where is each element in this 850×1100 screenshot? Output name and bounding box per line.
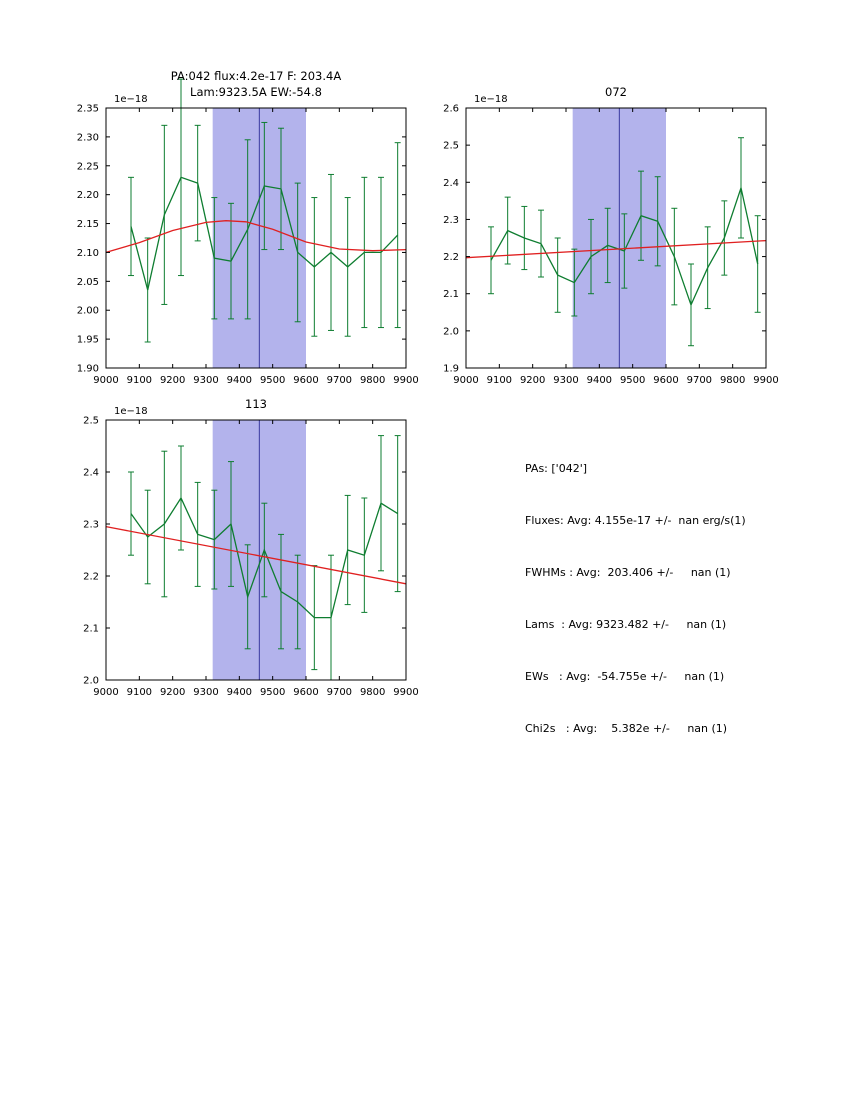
y-tick-label: 2.05 <box>77 277 99 288</box>
stats-line-chi2s: Chi2s : Avg: 5.382e +/- nan (1) <box>525 722 728 735</box>
x-tick-label: 9700 <box>327 375 352 386</box>
x-tick-label: 9900 <box>393 375 418 386</box>
y-tick-label: 2.15 <box>77 219 99 230</box>
chart-svg: 9000 9100 9200 9300 9400 9500 9600 9700 9800 9900… <box>443 85 779 386</box>
x-tick-label: 9700 <box>327 687 352 698</box>
x-tick-label: 9700 <box>687 375 712 386</box>
x-axis: 9000 9100 9200 9300 9400 9500 9600 9700 9800 9900 <box>93 108 419 386</box>
y-tick-label: 1.90 <box>77 364 99 375</box>
data-series-line <box>130 176 399 291</box>
chart-svg: 9000 9100 9200 9300 9400 9500 9600 9700 9800 9900… <box>83 397 419 698</box>
x-tick-label: 9400 <box>587 375 612 386</box>
x-tick-label: 9900 <box>393 687 418 698</box>
x-tick-label: 9300 <box>193 687 218 698</box>
x-tick-label: 9300 <box>193 375 218 386</box>
stats-line-ews: EWs : Avg: -54.755e +/- nan (1) <box>525 670 725 683</box>
chart-title: Lam:9323.5A EW:-54.8 <box>190 85 322 99</box>
x-tick-label: 9400 <box>227 687 252 698</box>
stats-line-lams: Lams : Avg: 9323.482 +/- nan (1) <box>525 618 727 631</box>
y-tick-label: 2.2 <box>443 252 459 263</box>
stats-line-pas: PAs: ['042'] <box>525 462 588 475</box>
x-tick-label: 9400 <box>227 375 252 386</box>
y-tick-label: 2.25 <box>77 161 99 172</box>
x-axis: 9000 9100 9200 9300 9400 9500 9600 9700 9800 9900 <box>93 420 419 698</box>
x-tick-label: 9500 <box>260 375 285 386</box>
x-tick-label: 9500 <box>260 687 285 698</box>
chart-title: PA:042 flux:4.2e-17 F: 203.4A <box>171 69 342 83</box>
y-tick-label: 2.5 <box>443 141 459 152</box>
y-axis: 1.90 1.95 2.00 2.05 2.10 2.15 2.20 2.25 2.30 2.35 <box>77 104 406 375</box>
y-tick-label: 2.1 <box>443 289 459 300</box>
x-tick-label: 9800 <box>720 375 745 386</box>
x-tick-label: 9800 <box>360 687 385 698</box>
chart-113: 9000 9100 9200 9300 9400 9500 9600 9700 9800 9900… <box>36 372 428 718</box>
x-tick-label: 9200 <box>160 375 185 386</box>
x-tick-label: 9100 <box>127 687 152 698</box>
y-tick-label: 2.3 <box>443 215 459 226</box>
y-axis: 1.9 2.0 2.1 2.2 2.3 2.4 2.5 2.6 <box>443 104 766 375</box>
y-tick-label: 2.0 <box>83 676 99 687</box>
chart-svg: 9000 9100 9200 9300 9400 9500 9600 9700 9800 9900… <box>77 69 419 386</box>
y-tick-label: 2.3 <box>83 520 99 531</box>
x-tick-label: 9900 <box>753 375 778 386</box>
stats-line-fluxes: Fluxes: Avg: 4.155e-17 +/- nan erg/s(1) <box>525 514 746 527</box>
axes-frame <box>105 107 407 369</box>
y-tick-label: 2.4 <box>443 178 459 189</box>
x-tick-label: 9100 <box>487 375 512 386</box>
y-tick-label: 2.2 <box>83 572 99 583</box>
fit-line <box>105 220 407 254</box>
axes-frame <box>105 419 407 681</box>
y-tick-label: 1.9 <box>443 364 459 375</box>
y-tick-label: 2.30 <box>77 132 99 143</box>
y-tick-label: 2.35 <box>77 104 99 115</box>
y-offset-label: 1e−18 <box>114 94 148 105</box>
y-offset-label: 1e−18 <box>114 406 148 417</box>
chart-072: 9000 9100 9200 9300 9400 9500 9600 9700 9800 9900… <box>396 60 788 406</box>
x-tick-label: 9000 <box>93 687 118 698</box>
x-tick-label: 9200 <box>160 687 185 698</box>
y-tick-label: 2.10 <box>77 248 99 259</box>
y-tick-label: 2.6 <box>443 104 459 115</box>
chart-title: 072 <box>605 85 627 99</box>
fit-line <box>465 239 767 259</box>
x-tick-label: 9600 <box>653 375 678 386</box>
y-tick-label: 2.4 <box>83 468 99 479</box>
stats-line-fwhms: FWHMs : Avg: 203.406 +/- nan (1) <box>525 566 731 579</box>
y-tick-label: 1.95 <box>77 335 99 346</box>
x-tick-label: 9800 <box>360 375 385 386</box>
data-series-line <box>130 496 399 619</box>
x-tick-label: 9300 <box>553 375 578 386</box>
x-tick-label: 9200 <box>520 375 545 386</box>
y-tick-label: 2.00 <box>77 306 99 317</box>
fit-line <box>105 525 407 585</box>
stats-panel: PAs: ['042'] Fluxes: Avg: 4.155e-17 +/- … <box>525 430 746 768</box>
x-tick-label: 9600 <box>293 375 318 386</box>
x-tick-label: 9000 <box>93 375 118 386</box>
y-offset-label: 1e−18 <box>474 94 508 105</box>
x-tick-label: 9100 <box>127 375 152 386</box>
y-tick-label: 2.0 <box>443 326 459 337</box>
x-tick-label: 9500 <box>620 375 645 386</box>
y-tick-label: 2.5 <box>83 416 99 427</box>
y-tick-label: 2.1 <box>83 624 99 635</box>
y-tick-label: 2.20 <box>77 190 99 201</box>
x-axis: 9000 9100 9200 9300 9400 9500 9600 9700 9800 9900 <box>453 108 779 386</box>
x-tick-label: 9600 <box>293 687 318 698</box>
y-axis: 2.0 2.1 2.2 2.3 2.4 2.5 <box>83 416 406 687</box>
data-series-line <box>490 185 759 307</box>
axes-frame <box>465 107 767 369</box>
chart-pa042: 9000 9100 9200 9300 9400 9500 9600 9700 9800 9900… <box>36 60 428 406</box>
x-tick-label: 9000 <box>453 375 478 386</box>
chart-title: 113 <box>245 397 267 411</box>
